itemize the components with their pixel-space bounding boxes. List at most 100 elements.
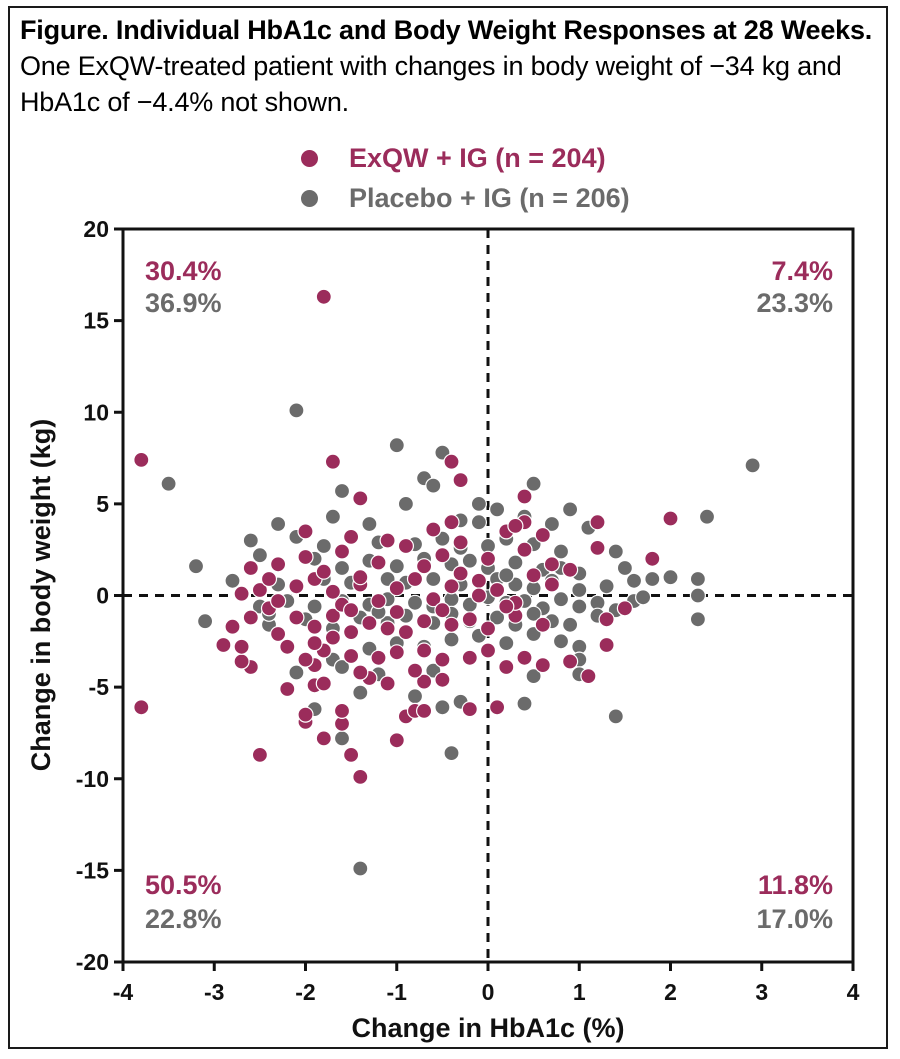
y-tick-label: -15 [76,857,109,883]
data-point-placebo [543,515,561,533]
data-point-placebo [662,569,679,586]
data-point-exqw [516,649,533,666]
data-point-placebo [561,616,579,633]
data-point-placebo [388,558,405,575]
data-point-placebo [242,532,259,549]
data-point-placebo [197,613,214,630]
data-point-exqw [370,554,387,571]
data-point-placebo [315,537,332,555]
data-point-exqw [498,658,515,676]
quadrant-bottom-right-exqw: 11.8% [758,870,833,900]
data-point-placebo [616,559,634,577]
data-point-exqw [461,611,478,628]
data-point-exqw [443,578,460,595]
figure-caption: Figure. Individual HbA1c and Body Weight… [20,12,880,120]
data-point-exqw [288,578,305,595]
y-tick-label: 0 [96,583,109,609]
data-point-placebo [288,402,305,419]
data-point-exqw [279,680,296,698]
data-point-exqw [598,636,615,654]
data-point-exqw [580,667,597,685]
legend-item-exqw: ExQW + IG (n = 204) [300,138,630,178]
data-point-exqw [452,534,469,551]
data-point-exqw [434,547,451,564]
data-point-exqw [333,543,351,560]
data-point-placebo [698,508,716,525]
data-point-placebo [434,699,451,716]
data-point-placebo [598,578,615,595]
data-point-placebo [498,567,515,584]
data-point-placebo [571,598,588,615]
data-point-exqw [333,702,351,720]
data-point-exqw [352,664,369,681]
data-point-placebo [397,495,414,512]
data-point-exqw [251,746,268,764]
x-tick-label: -2 [295,979,315,1005]
data-point-exqw [343,623,360,641]
data-point-exqw [516,488,533,505]
caption-title: Figure. Individual HbA1c and Body Weight… [20,15,873,45]
data-point-placebo [443,744,460,762]
data-point-exqw [461,700,478,718]
data-point-exqw [416,642,433,659]
caption-note: One ExQW-treated patient with changes in… [20,51,842,117]
data-point-exqw [479,642,497,659]
data-point-placebo [251,547,268,564]
data-point-exqw [251,581,268,599]
data-point-exqw [324,607,341,624]
data-point-exqw [324,629,341,646]
data-point-placebo [689,570,707,588]
data-point-exqw [133,699,150,716]
data-point-placebo [443,631,460,648]
legend: ExQW + IG (n = 204) Placebo + IG (n = 20… [300,138,630,218]
data-point-placebo [625,572,643,589]
data-point-placebo [406,688,424,705]
data-point-exqw [388,603,405,621]
data-point-exqw [498,598,515,615]
data-point-exqw [343,647,360,665]
data-point-exqw [443,616,460,633]
data-point-exqw [133,451,150,468]
data-point-exqw [416,702,433,720]
x-tick-label: 1 [573,979,586,1005]
data-point-placebo [388,437,405,454]
data-point-exqw [297,706,314,723]
data-point-placebo [689,587,707,604]
quadrant-bottom-left-exqw: 50.5% [145,870,222,900]
data-point-placebo [352,684,369,701]
data-point-exqw [233,585,250,602]
data-point-exqw [224,618,241,635]
y-tick-label: 20 [83,216,109,242]
data-point-exqw [297,651,314,668]
data-point-exqw [406,570,424,588]
data-point-placebo [552,591,570,608]
data-point-exqw [306,618,323,635]
data-point-placebo [571,581,588,599]
legend-marker-exqw [300,148,319,168]
data-point-exqw [343,746,360,764]
data-point-exqw [434,671,451,688]
data-point-exqw [406,662,424,679]
data-point-placebo [525,605,542,622]
data-point-exqw [443,453,460,470]
quadrant-top-left-exqw: 30.4% [145,256,222,286]
data-point-exqw [443,514,460,531]
data-point-exqw [470,587,487,604]
data-point-placebo [607,708,624,725]
data-point-exqw [370,649,387,666]
data-point-placebo [160,475,177,492]
y-tick-label: 10 [83,399,109,425]
data-point-placebo [270,515,287,533]
data-point-exqw [534,526,551,544]
data-point-exqw [324,453,341,470]
legend-item-placebo: Placebo + IG (n = 206) [300,178,630,218]
data-point-exqw [489,581,506,599]
data-point-exqw [352,490,369,507]
x-tick-label: -4 [113,979,134,1005]
y-tick-label: -20 [76,949,109,975]
data-point-exqw [397,623,414,641]
data-point-exqw [315,288,332,305]
quadrant-top-right-placebo: 23.3% [756,288,833,318]
data-point-exqw [306,634,323,652]
